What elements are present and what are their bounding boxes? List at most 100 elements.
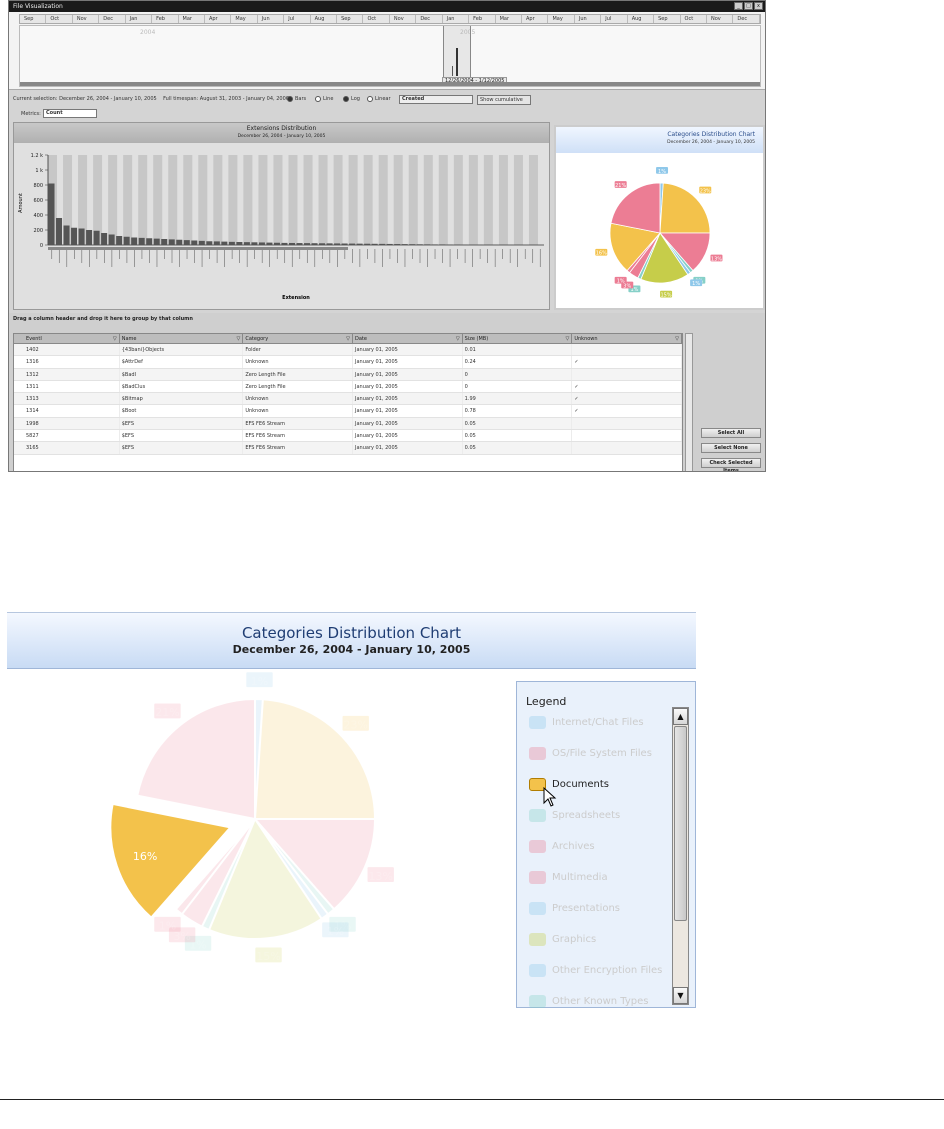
pie-slice[interactable] [200,818,256,932]
linear-radio[interactable]: Linear [367,96,391,102]
timeline-month[interactable]: Dec [99,15,126,23]
extension-bar[interactable] [153,238,160,245]
timeline-month[interactable]: Nov [73,15,100,23]
timeline-month[interactable]: Aug [628,15,655,23]
extension-bar[interactable] [341,243,348,246]
log-radio[interactable]: Log [343,96,360,102]
extension-bar[interactable] [296,243,303,245]
column-header[interactable]: Name ▽ [120,334,244,343]
timeline-month[interactable]: May [231,15,258,23]
extension-bar[interactable] [236,242,243,245]
extension-bar[interactable] [288,242,295,245]
extension-bar[interactable] [213,241,220,245]
extension-bar[interactable] [258,242,265,245]
extension-bar[interactable] [116,236,123,245]
pie-slice[interactable] [254,818,330,921]
extension-bar[interactable] [326,243,333,245]
close-button[interactable]: x [754,2,763,10]
extension-bar[interactable] [349,243,356,245]
extension-bar[interactable] [356,243,363,245]
extension-bar[interactable] [78,228,85,246]
filter-icon[interactable]: ▽ [236,336,241,342]
timeline-month[interactable]: May [548,15,575,23]
pie-slice[interactable] [640,232,689,284]
extension-bar[interactable] [131,237,138,246]
column-header[interactable]: Unknown ▽ [572,334,683,343]
timeline-month[interactable]: Sep [337,15,364,23]
extension-bar[interactable] [454,244,461,245]
metrics-select[interactable]: Count [43,109,97,118]
filter-icon[interactable]: ▽ [455,336,460,342]
timeline-month[interactable]: Jan [126,15,153,23]
filter-icon[interactable]: ▽ [675,336,680,342]
extension-bar[interactable] [394,244,401,245]
extension-bar[interactable] [228,241,235,245]
extension-bar[interactable] [424,244,431,245]
table-row[interactable]: 1314 $Boot Unknown January 01, 2005 0.78 ✓ [14,405,683,418]
timeline-month[interactable]: Feb [469,15,496,23]
legend-item[interactable]: Archives [529,840,595,853]
column-header[interactable]: Size (MB) ▽ [463,334,573,343]
timeline-month[interactable]: Mar [496,15,523,23]
check-selected-items-button[interactable]: Check Selected Items [701,458,761,471]
extension-bar[interactable] [183,240,190,245]
timeline-month[interactable]: Nov [707,15,734,23]
extension-bar[interactable] [221,241,228,245]
extension-bar[interactable] [138,237,145,245]
timeline-month[interactable]: Jun [575,15,602,23]
extension-bar[interactable] [371,243,378,245]
legend-item[interactable]: Graphics [529,933,596,946]
extension-bar[interactable] [439,244,446,245]
timeline-month[interactable]: Aug [311,15,338,23]
table-row[interactable]: 1402 {43bani}Objects Folder January 01, 200… [14,344,683,357]
extension-bar[interactable] [206,241,213,245]
table-row[interactable]: 1313 $Bitmap Unknown January 01, 2005 1.99 ✓ [14,393,683,406]
pie-slice[interactable] [609,222,661,272]
extension-bar[interactable] [273,242,280,245]
extension-bar[interactable] [311,243,318,245]
extension-bar[interactable] [266,242,273,245]
extension-bar[interactable] [101,233,108,245]
scroll-down-icon[interactable]: ▼ [673,987,688,1004]
extension-bar[interactable] [168,239,175,245]
legend-item[interactable]: OS/File System Files [529,747,652,760]
maximize-button[interactable]: □ [744,2,753,10]
table-row[interactable]: 5827 $EFS EFS FE6 Stream January 01, 2005 0.… [14,430,683,443]
extension-bar[interactable] [146,238,153,245]
table-row[interactable]: 3165 $EFS EFS FE6 Stream January 01, 2005 0.… [14,442,683,455]
date-field-select[interactable]: Created [399,95,473,104]
table-row[interactable]: 1316 $AttrDef Unknown January 01, 2005 0.24 ✓ [14,356,683,369]
timeline-month[interactable]: Sep [20,15,47,23]
timeline-month[interactable]: Feb [152,15,179,23]
timeline-month[interactable]: Sep [654,15,681,23]
filter-icon[interactable]: ▽ [112,336,117,342]
categories-pie-chart[interactable]: 1%23%13%1%1%15%1%3%1%16%21% [7,669,507,1009]
timeline-month[interactable]: Nov [390,15,417,23]
extension-bar[interactable] [416,244,423,245]
pie-slice[interactable] [252,818,377,911]
legend-item[interactable]: Spreadsheets [529,809,620,822]
scroll-up-icon[interactable]: ▲ [673,708,688,725]
timeline-month[interactable]: Jul [284,15,311,23]
legend-item[interactable]: Internet/Chat Files [529,716,644,729]
extension-bar[interactable] [431,244,438,245]
pie-slice[interactable] [207,816,324,940]
legend-item[interactable]: Presentations [529,902,620,915]
line-radio[interactable]: Line [315,96,333,102]
chart-scrollbar[interactable] [48,247,348,250]
legend-item[interactable]: Other Encryption Files [529,964,662,977]
column-header[interactable]: Date ▽ [353,334,463,343]
extension-bar[interactable] [251,242,258,245]
grid-scrollbar[interactable] [685,333,693,471]
timeline-area[interactable]: 2004 2005 12/26/2004 - 1/12/2005 [19,25,761,87]
extension-bar[interactable] [409,244,416,245]
extension-bar[interactable] [86,230,93,245]
timeline-month[interactable]: Jan [443,15,470,23]
pie-slice[interactable] [174,818,256,916]
extension-bar[interactable] [364,243,371,245]
column-header[interactable]: Category ▽ [243,334,353,343]
select-none-button[interactable]: Select None [701,443,761,453]
extension-bar[interactable] [56,218,63,245]
timeline-month[interactable]: Oct [363,15,390,23]
extension-bar[interactable] [334,243,341,245]
